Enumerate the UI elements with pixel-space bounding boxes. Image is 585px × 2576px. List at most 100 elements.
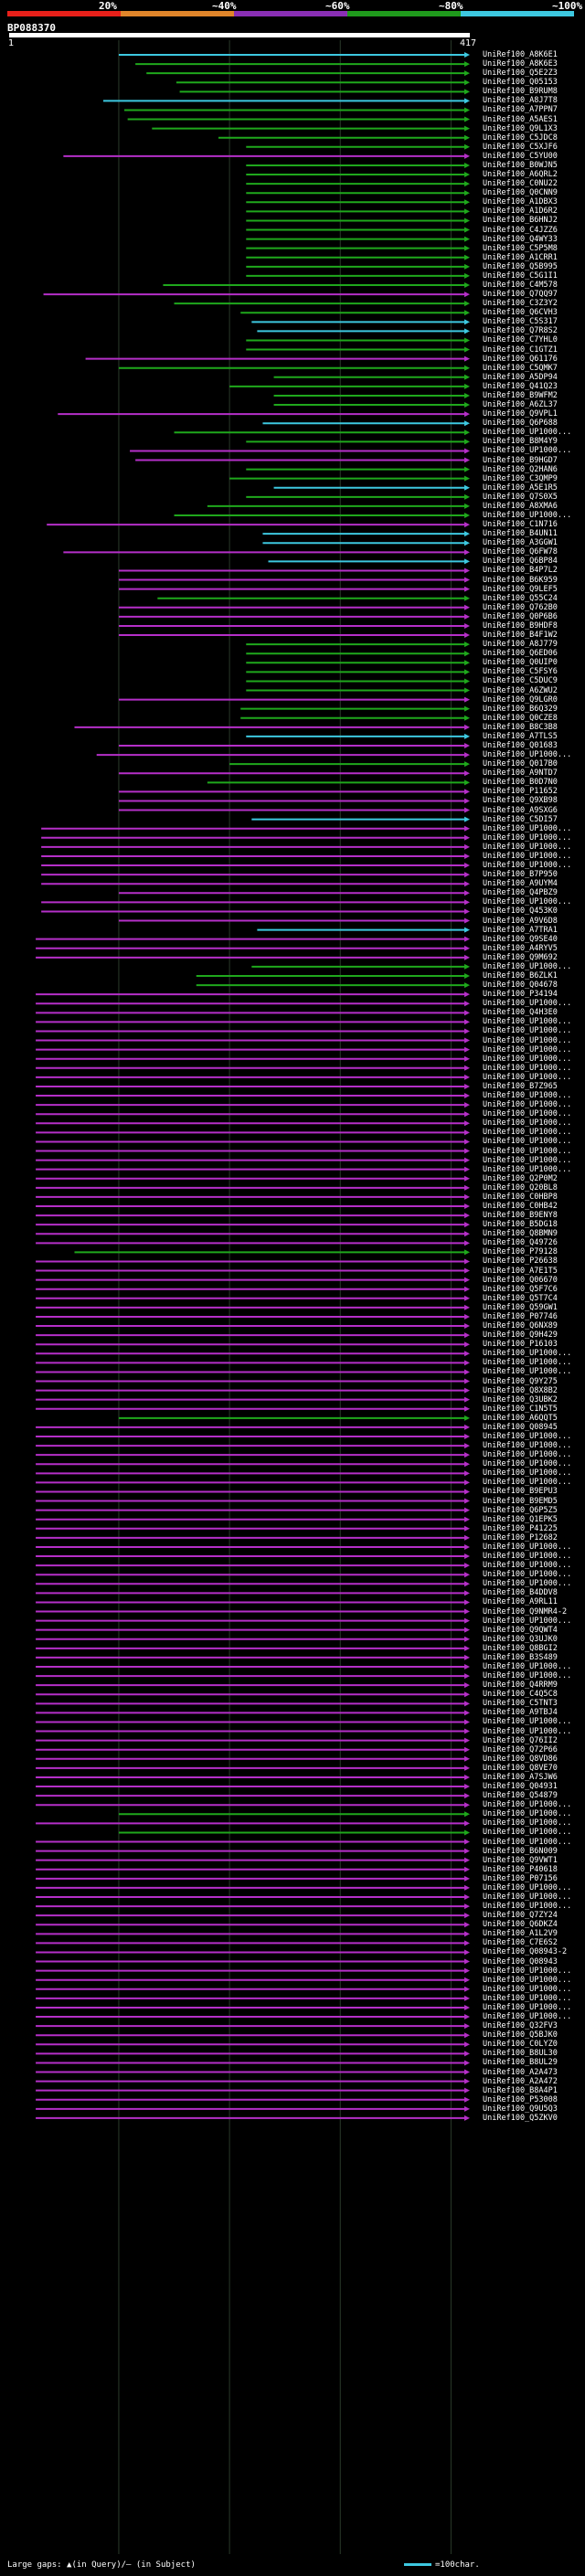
hit-arrow	[464, 1499, 470, 1504]
hit-arrow	[464, 1784, 470, 1789]
hit-arrow	[464, 1508, 470, 1513]
hit-arrow	[464, 1710, 470, 1715]
hit-arrow	[464, 513, 470, 518]
hit-arrow	[464, 448, 470, 453]
hit-arrow	[464, 1149, 470, 1154]
hit-arrow	[464, 1479, 470, 1485]
hit-arrow	[464, 872, 470, 877]
hit-arrow	[464, 70, 470, 76]
hit-arrow	[464, 89, 470, 94]
hit-arrow	[464, 1434, 470, 1439]
hit-arrow	[464, 485, 470, 491]
hit-arrow	[464, 1701, 470, 1706]
hit-arrow	[464, 2106, 470, 2112]
hit-arrow	[464, 429, 470, 435]
hit-arrow	[464, 1996, 470, 2001]
hit-arrow	[464, 1001, 470, 1006]
hit-arrow	[464, 1590, 470, 1595]
hit-arrow	[464, 1572, 470, 1577]
hit-arrow	[464, 632, 470, 638]
hit-arrow	[464, 946, 470, 951]
hit-arrow	[464, 651, 470, 656]
hit-arrow	[464, 366, 470, 371]
hit-arrow	[464, 2023, 470, 2029]
hit-arrow	[464, 1765, 470, 1771]
hit-arrow	[464, 1673, 470, 1679]
hit-arrow	[464, 98, 470, 103]
hit-arrow	[464, 1461, 470, 1467]
hit-arrow	[464, 1885, 470, 1891]
hit-arrow	[464, 1655, 470, 1660]
hit-arrow	[464, 928, 470, 933]
hit-arrow	[464, 135, 470, 141]
hit-arrow	[464, 1517, 470, 1522]
hit-arrow	[464, 2005, 470, 2010]
hit-arrow	[464, 1646, 470, 1651]
hit-arrow	[464, 2070, 470, 2075]
hit-arrow	[464, 1894, 470, 1900]
hit-arrow	[464, 1019, 470, 1024]
hit-arrow	[464, 181, 470, 186]
hit-arrow	[464, 1425, 470, 1430]
hit-arrow	[464, 844, 470, 850]
hit-arrow	[464, 190, 470, 196]
hit-arrow	[464, 918, 470, 924]
hit-arrow	[464, 1332, 470, 1338]
hit-arrow	[464, 1268, 470, 1274]
hit-arrow	[464, 567, 470, 573]
hit-arrow	[464, 779, 470, 785]
hit-arrow	[464, 494, 470, 500]
hit-arrow	[464, 1167, 470, 1172]
scale-text: =100char.	[435, 2560, 480, 2570]
hit-arrow	[464, 246, 470, 251]
hit-arrow	[464, 1949, 470, 1955]
hit-arrow	[464, 2088, 470, 2094]
hit-arrow	[464, 1203, 470, 1209]
hit-arrow	[464, 1075, 470, 1080]
hit-arrow	[464, 770, 470, 776]
hit-arrow	[464, 1287, 470, 1292]
hit-arrow	[464, 411, 470, 417]
hit-arrow	[464, 1065, 470, 1071]
hit-arrow	[464, 1903, 470, 1909]
hit-arrow	[464, 117, 470, 122]
hit-arrow	[464, 1056, 470, 1062]
hit-arrow	[464, 1820, 470, 1826]
hit-arrow	[464, 1102, 470, 1108]
hit-arrow	[464, 1176, 470, 1182]
hit-arrow	[464, 228, 470, 233]
hit-arrow	[464, 2041, 470, 2047]
hit-arrow	[464, 1535, 470, 1541]
hit-arrow	[464, 688, 470, 694]
hit-arrow	[464, 292, 470, 297]
hit-arrow	[464, 1379, 470, 1384]
hit-arrow	[464, 347, 470, 353]
hit-arrow	[464, 1028, 470, 1034]
hit-arrow	[464, 1129, 470, 1135]
hit-arrow	[464, 1185, 470, 1191]
hit-arrow	[464, 217, 470, 223]
hit-arrow	[464, 1775, 470, 1780]
hit-arrow	[464, 1397, 470, 1403]
hit-arrow	[464, 1802, 470, 1807]
hit-arrow	[464, 1563, 470, 1568]
hit-arrow	[464, 660, 470, 665]
hit-arrow	[464, 1240, 470, 1246]
hit-arrow	[464, 356, 470, 362]
hit-arrow	[464, 587, 470, 592]
hit-arrow	[464, 163, 470, 168]
hit-arrow	[464, 301, 470, 306]
hit-arrow	[464, 1213, 470, 1218]
hit-arrow	[464, 1968, 470, 1974]
hit-arrow	[464, 1258, 470, 1264]
hit-arrow	[464, 1977, 470, 1983]
hit-arrow	[464, 596, 470, 601]
hit-arrow	[464, 126, 470, 132]
hit-arrow	[464, 1369, 470, 1374]
hit-arrow	[464, 1581, 470, 1586]
hit-arrow	[464, 2097, 470, 2103]
hit-arrow	[464, 144, 470, 150]
hit-arrow	[464, 310, 470, 315]
hit-arrow	[464, 1913, 470, 1918]
hit-arrow	[464, 1360, 470, 1365]
